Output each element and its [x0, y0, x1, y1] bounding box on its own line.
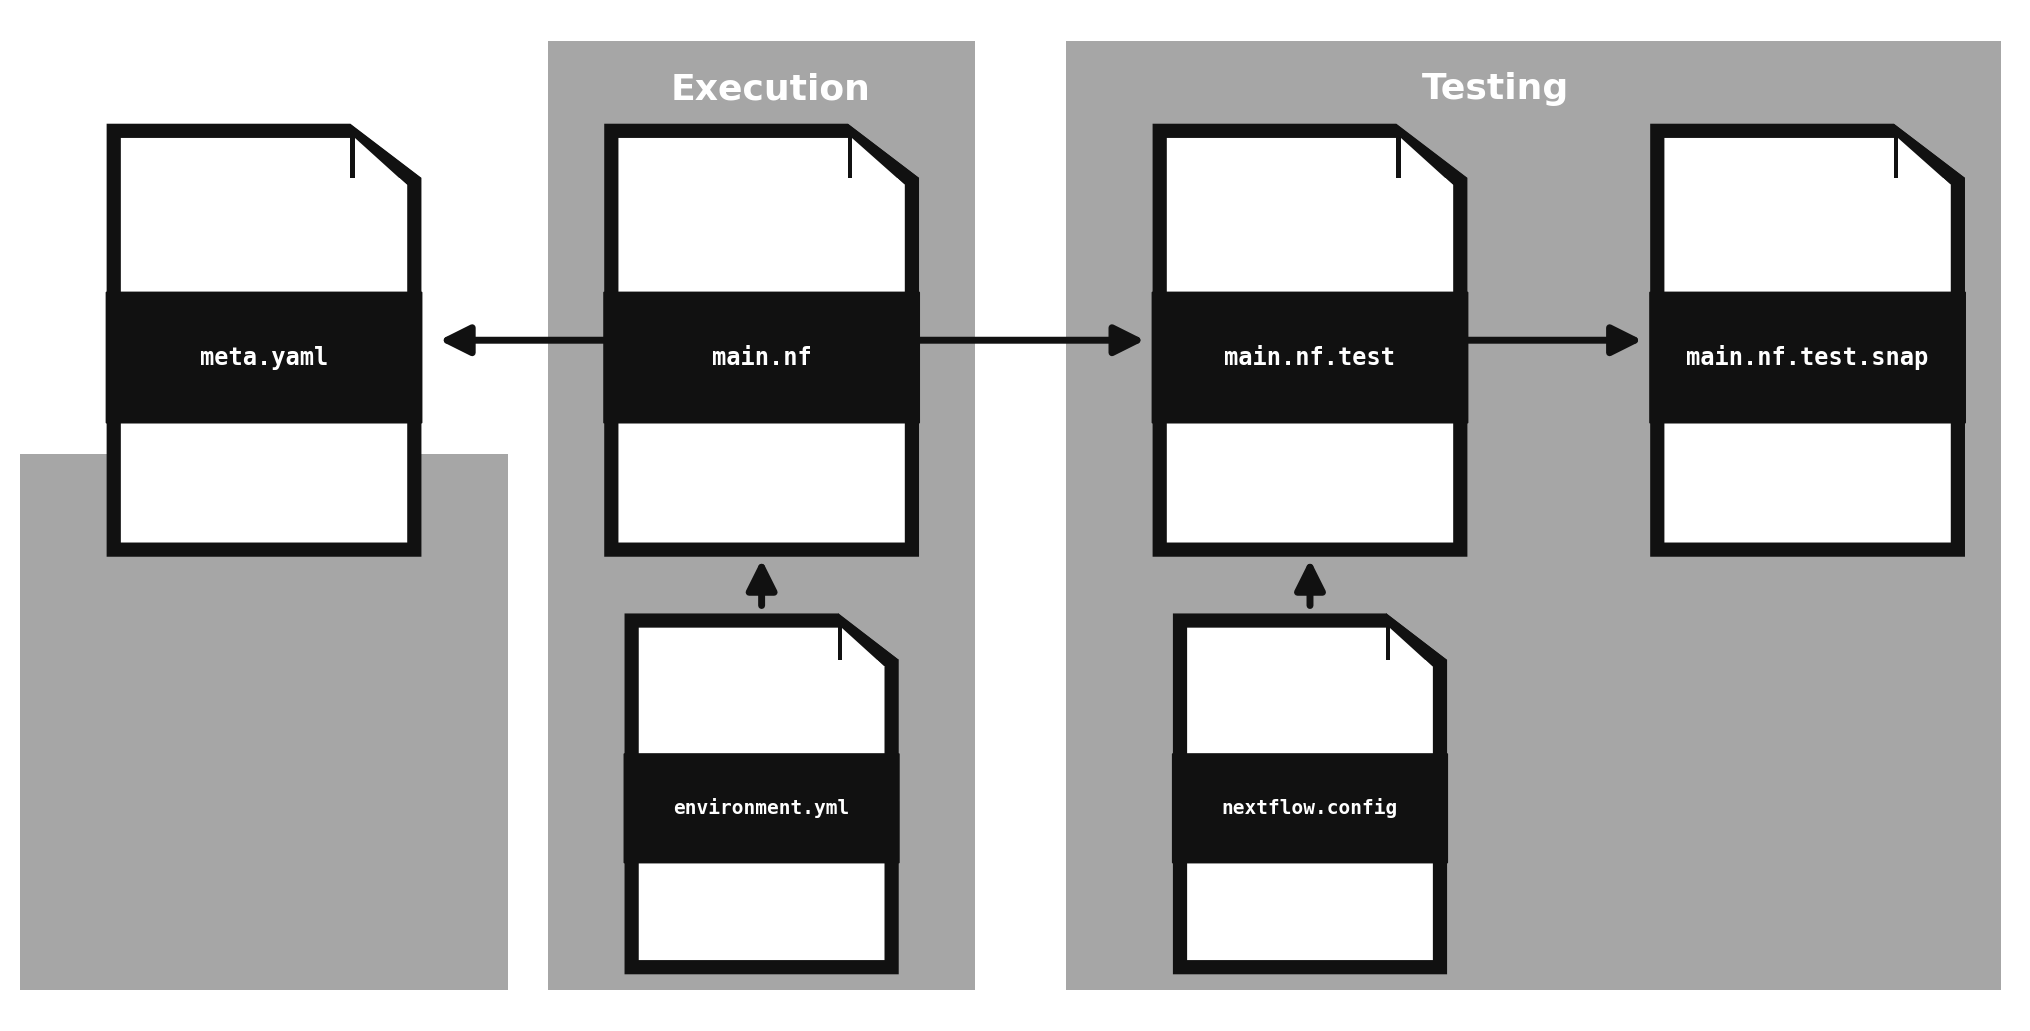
Text: Testing: Testing [1421, 72, 1569, 106]
FancyBboxPatch shape [1151, 292, 1468, 424]
Polygon shape [853, 138, 903, 185]
FancyBboxPatch shape [603, 292, 920, 424]
Polygon shape [1395, 124, 1466, 177]
Polygon shape [1173, 613, 1445, 974]
FancyBboxPatch shape [1066, 41, 2000, 990]
Polygon shape [1892, 124, 1963, 177]
Polygon shape [122, 138, 406, 542]
FancyBboxPatch shape [20, 454, 508, 990]
Text: main.nf: main.nf [710, 345, 812, 369]
Text: Execution: Execution [670, 72, 869, 106]
Polygon shape [349, 124, 420, 177]
Polygon shape [1186, 628, 1431, 960]
Polygon shape [617, 138, 903, 542]
Polygon shape [637, 628, 883, 960]
Polygon shape [1665, 138, 1949, 542]
Polygon shape [1401, 138, 1451, 185]
Text: nextflow.config: nextflow.config [1222, 798, 1397, 819]
FancyBboxPatch shape [1648, 292, 1965, 424]
Text: main.nf.test.snap: main.nf.test.snap [1685, 345, 1928, 370]
FancyBboxPatch shape [623, 754, 899, 863]
Text: meta.yaml: meta.yaml [199, 345, 329, 369]
Polygon shape [603, 124, 918, 557]
Text: environment.yml: environment.yml [674, 798, 849, 819]
Polygon shape [1391, 628, 1431, 667]
Polygon shape [1384, 613, 1445, 660]
Text: main.nf.test: main.nf.test [1224, 345, 1395, 369]
Polygon shape [1153, 124, 1466, 557]
Polygon shape [847, 124, 918, 177]
Polygon shape [355, 138, 406, 185]
FancyBboxPatch shape [106, 292, 422, 424]
Text: Documentation: Documentation [142, 72, 453, 106]
Polygon shape [108, 124, 420, 557]
Polygon shape [1165, 138, 1451, 542]
FancyBboxPatch shape [1171, 754, 1447, 863]
Polygon shape [836, 613, 897, 660]
Polygon shape [1898, 138, 1949, 185]
FancyBboxPatch shape [548, 41, 974, 990]
Polygon shape [1648, 124, 1963, 557]
Polygon shape [842, 628, 883, 667]
Polygon shape [623, 613, 897, 974]
